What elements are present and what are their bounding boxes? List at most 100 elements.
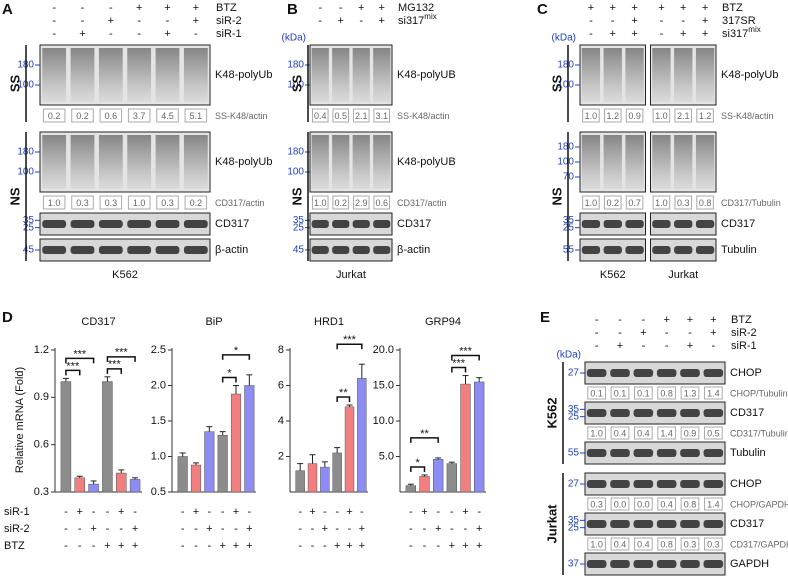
kda-marker: 25	[23, 222, 35, 233]
condition-sign: -	[52, 2, 56, 14]
quant-box	[184, 195, 208, 210]
blot-label: CD317	[730, 407, 764, 419]
blot-band	[674, 246, 693, 254]
y-tick-label: 8	[278, 344, 284, 356]
blot-band	[633, 480, 654, 488]
blot-band	[610, 409, 630, 417]
quant-value: 0.1	[614, 388, 627, 398]
condition-name: MG132	[398, 2, 434, 14]
significance-bracket	[336, 396, 351, 403]
y-tick-label: 0.9	[34, 391, 49, 403]
blot-band	[656, 520, 677, 528]
condition-sign: -	[318, 15, 322, 27]
quant-value: 1.0	[314, 198, 327, 208]
quant-value: 0.6	[375, 198, 388, 208]
condition-sign: -	[595, 340, 599, 352]
y-tick-label: 0.3	[34, 486, 49, 498]
ratio-label: CD317/Tubulin	[730, 428, 788, 438]
bar	[419, 476, 430, 493]
quant-value: 0.4	[314, 111, 327, 121]
significance-label: ***	[459, 345, 473, 357]
condition-sign: +	[610, 2, 616, 14]
blot-smear	[127, 135, 152, 189]
condition-sign: +	[610, 28, 616, 40]
condition-sign: -	[181, 523, 185, 535]
blot-label: K48-polyUb	[721, 69, 778, 81]
condition-sign: -	[589, 15, 593, 27]
quant-value: 0.2	[76, 111, 89, 121]
y-tick-label: 1.2	[34, 344, 49, 356]
bar	[88, 483, 99, 493]
panel-letter: E	[540, 309, 550, 326]
blot-smear	[183, 48, 208, 102]
condition-name: BTZ	[722, 2, 743, 14]
blot-smear	[625, 48, 644, 102]
condition-superscript: mix	[424, 12, 436, 21]
blot-band	[98, 220, 123, 228]
chart-title: BiP	[205, 316, 222, 328]
quant-value: 3.7	[133, 111, 146, 121]
blot-band	[610, 560, 630, 568]
quant-box	[674, 195, 693, 210]
quant-box	[603, 195, 622, 210]
significance-label: *	[227, 367, 232, 379]
condition-sign: -	[595, 314, 599, 326]
significance-bracket	[65, 357, 95, 364]
quant-value: 0.3	[684, 539, 697, 549]
quant-box	[610, 386, 630, 400]
blot-band	[703, 480, 724, 488]
quant-value: 0.3	[707, 539, 720, 549]
blot-smear	[70, 135, 95, 189]
quant-box	[311, 108, 329, 123]
blot-band	[155, 220, 180, 228]
condition-sign: -	[681, 15, 685, 27]
condition-sign: -	[409, 540, 413, 552]
condition-sign: +	[219, 540, 225, 552]
significance-label: ***	[108, 359, 122, 371]
blot-smear	[603, 135, 622, 189]
blot-band	[311, 246, 329, 254]
blot-smear	[155, 135, 180, 189]
significance-bracket	[65, 369, 81, 376]
quant-value: 0.3	[161, 198, 174, 208]
condition-sign: +	[322, 523, 328, 535]
quant-value: 1.4	[660, 428, 673, 438]
cell-line-label: K562	[600, 269, 626, 281]
y-tick-label: 15.0	[373, 379, 394, 391]
significance-label: *	[234, 345, 239, 357]
blot-band	[633, 520, 654, 528]
condition-label: siR-2	[4, 523, 30, 535]
quant-box	[633, 537, 653, 551]
significance-bracket	[221, 376, 237, 383]
blot-band	[581, 246, 601, 254]
blot-label: β-actin	[397, 244, 430, 256]
quant-value: 0.9	[684, 428, 697, 438]
quant-value: 0.4	[637, 539, 650, 549]
y-tick-label: 2	[278, 450, 284, 462]
condition-sign: -	[207, 506, 211, 518]
quant-value: 0.6	[105, 111, 118, 121]
significance-label: *	[416, 457, 421, 469]
condition-sign: -	[194, 523, 198, 535]
blot-smear	[674, 48, 693, 102]
section-label: Jurkat	[544, 504, 559, 544]
blot-smear	[352, 135, 370, 189]
blot-band	[633, 449, 654, 457]
kda-marker: 100	[557, 157, 574, 168]
blot-band	[674, 220, 693, 228]
condition-sign: +	[476, 540, 482, 552]
bar	[307, 463, 318, 493]
quant-value: 0.8	[660, 539, 673, 549]
condition-label: MG132	[398, 2, 434, 14]
quant-value: 3.1	[375, 111, 388, 121]
quant-box	[587, 537, 607, 551]
blot-smear	[695, 135, 715, 189]
condition-sign: +	[631, 28, 637, 40]
blot-label: Tubulin	[730, 447, 766, 459]
blot-band	[703, 449, 724, 457]
condition-sign: -	[423, 523, 427, 535]
condition-sign: -	[106, 506, 110, 518]
quant-value: 1.0	[585, 111, 598, 121]
blot-band	[311, 220, 329, 228]
condition-sign: -	[92, 540, 96, 552]
